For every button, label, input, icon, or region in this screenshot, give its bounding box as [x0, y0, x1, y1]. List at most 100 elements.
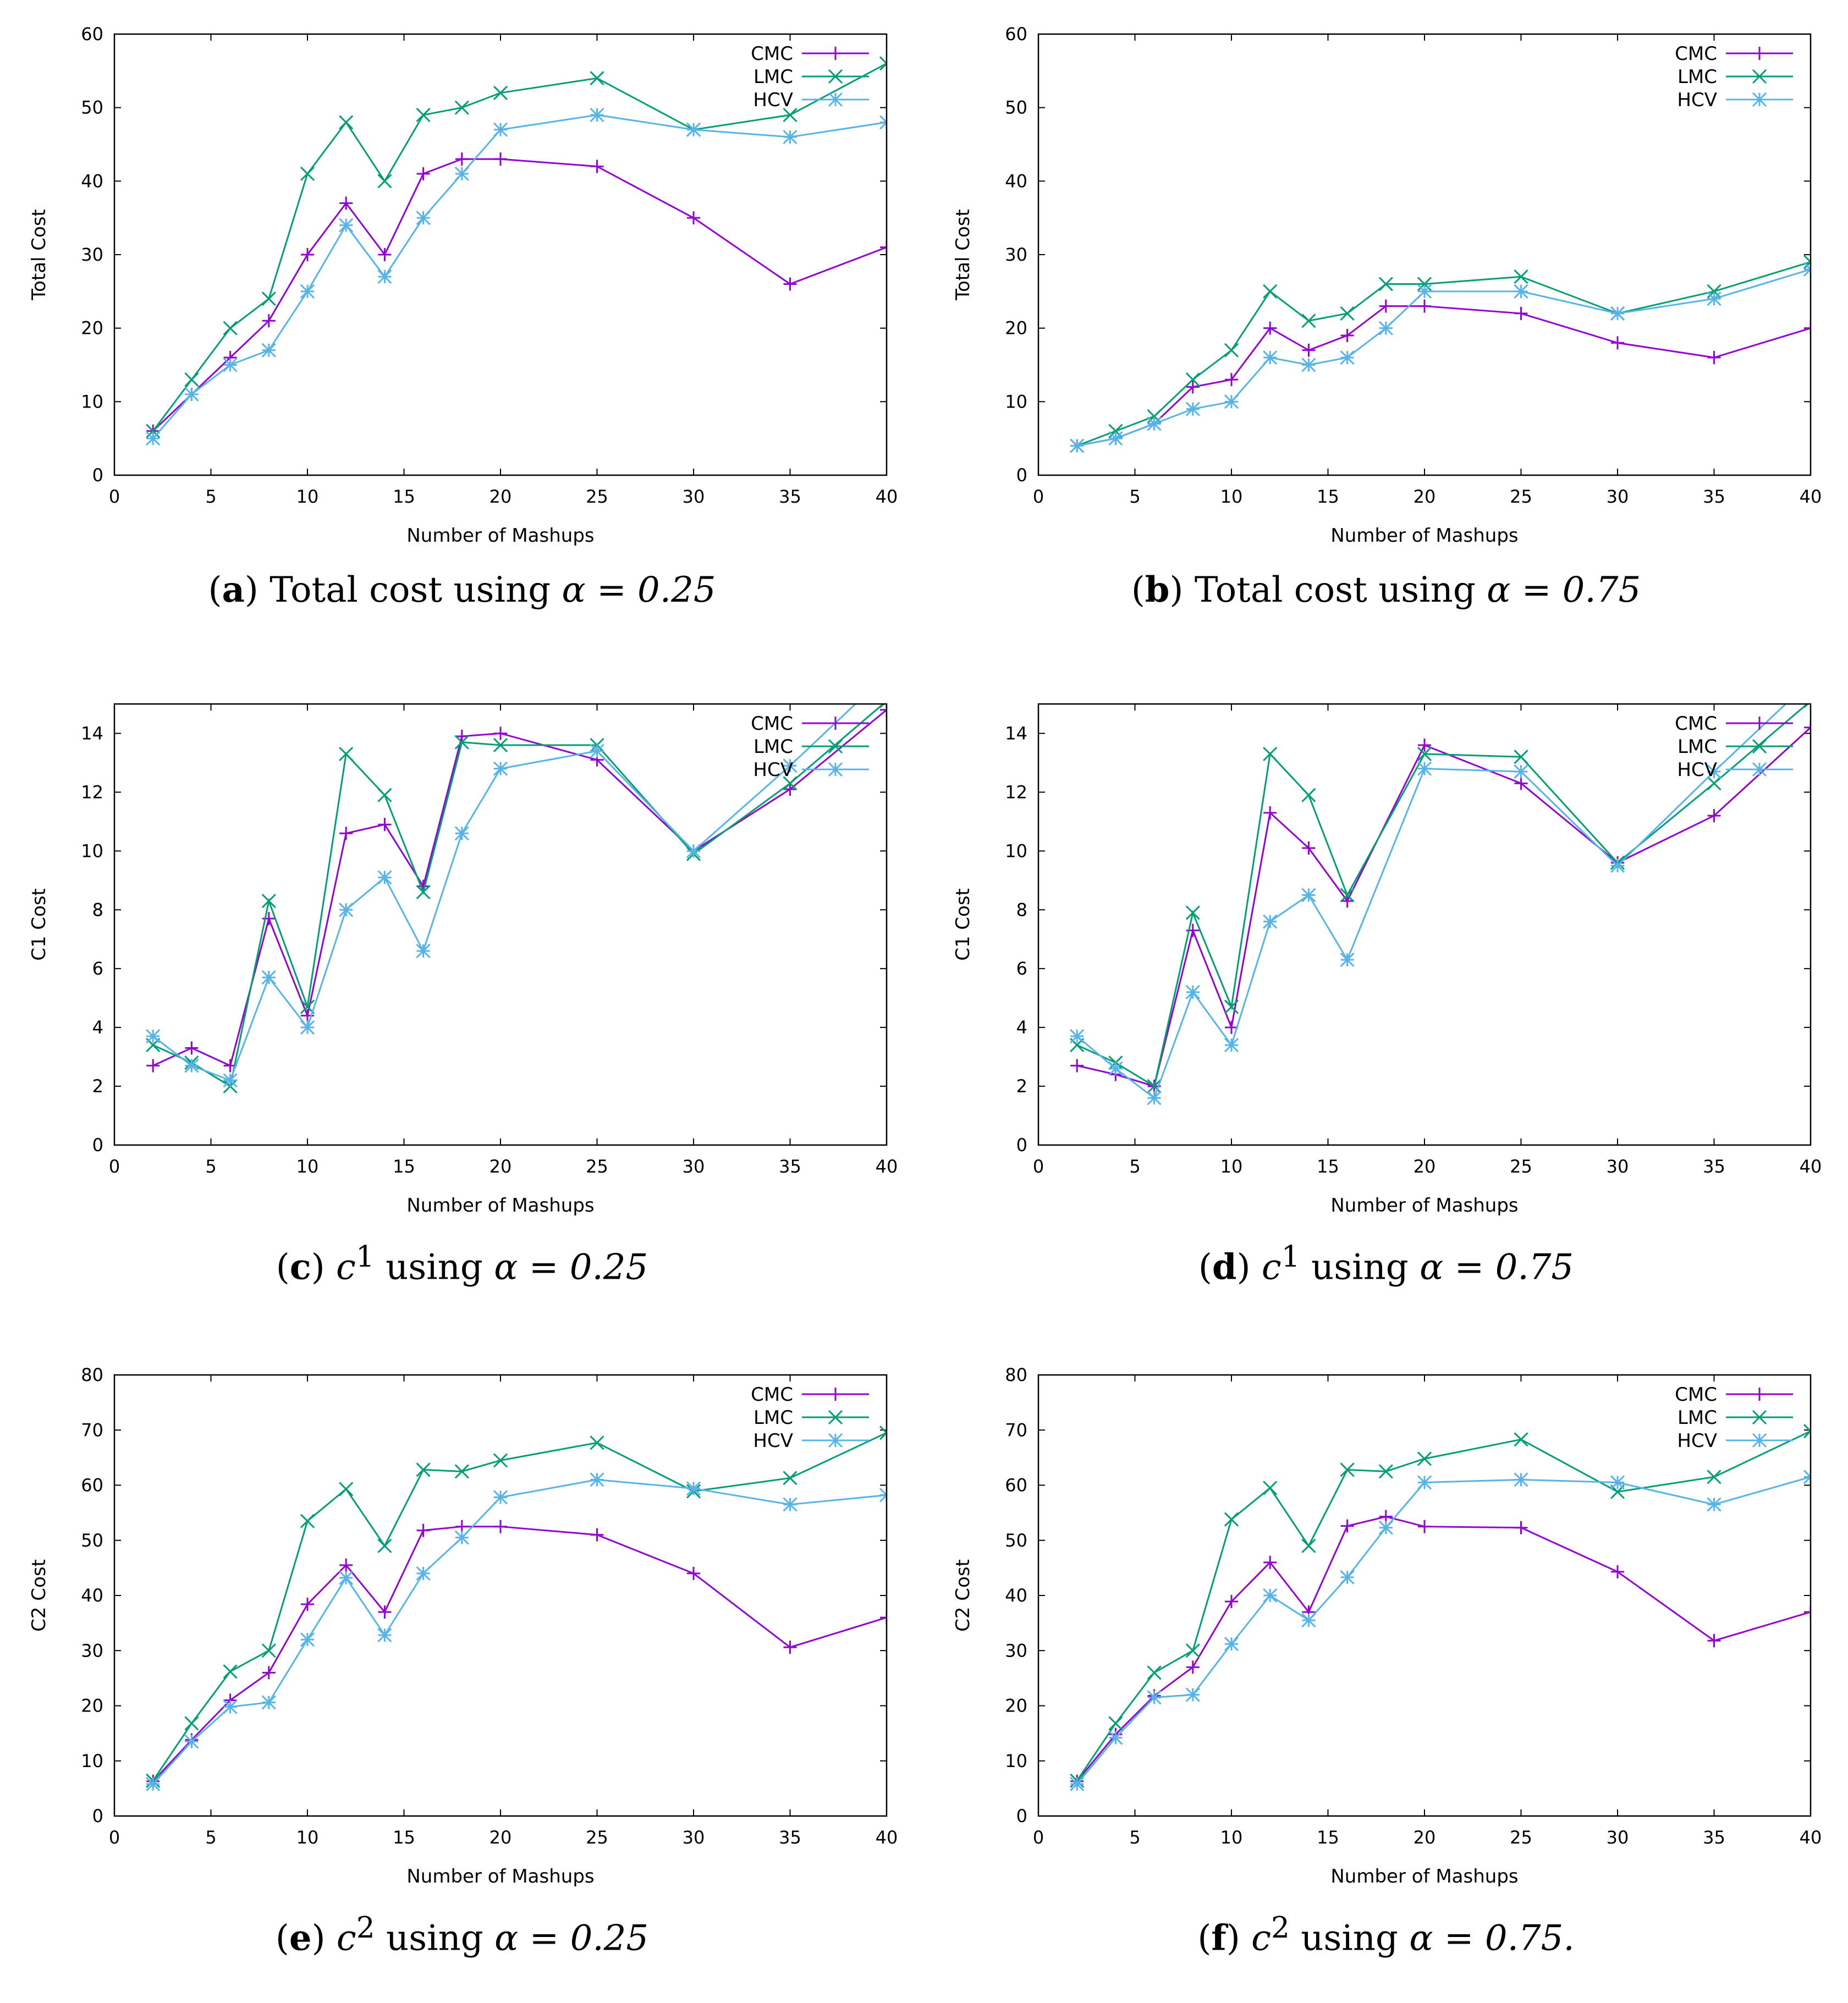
series-line-lmc: [1076, 261, 1811, 447]
y-tick-label: 10: [81, 1751, 103, 1771]
chart-panel-d: 0 5 10 15 20 25 30 35 40 0 2 4 6 8 10 12 14 Number of Mas…: [924, 670, 1848, 1332]
data-point-hcv: [1108, 1061, 1123, 1076]
data-point-lmc: [1340, 1462, 1355, 1477]
series-line-lmc: [152, 1432, 887, 1781]
chart-panel-f: 0 5 10 15 20 25 30 35 40 0 10 20 30 40 50 60 70 80 Number …: [924, 1341, 1848, 2003]
data-point-hcv: [686, 122, 701, 137]
y-axis-label: C2 Cost: [952, 1559, 974, 1632]
data-point-cmc: [687, 1566, 700, 1580]
x-tick-label: 40: [1800, 486, 1822, 507]
data-point-lmc: [1263, 1481, 1278, 1495]
x-tick-label: 30: [1607, 1827, 1629, 1848]
data-point-hcv: [184, 1058, 199, 1073]
x-tick-label: 20: [1414, 486, 1436, 507]
x-tick-label: 5: [1129, 486, 1140, 507]
data-point-lmc: [377, 174, 392, 189]
y-axis-label: Total Cost: [28, 209, 50, 301]
x-tick-label: 25: [1510, 486, 1532, 507]
series-line-cmc: [152, 1526, 887, 1782]
y-tick-label: 60: [81, 24, 103, 45]
data-point-lmc: [783, 1471, 798, 1485]
y-tick-label: 8: [92, 899, 103, 920]
data-point-hcv: [416, 1566, 431, 1581]
x-tick-label: 30: [683, 486, 705, 507]
series-line-cmc: [1076, 305, 1811, 447]
legend-label-cmc: CMC: [1675, 1384, 1717, 1406]
y-tick-label: 50: [1005, 97, 1027, 118]
data-point-hcv: [454, 826, 469, 841]
data-point-lmc: [1417, 1451, 1432, 1466]
x-tick-label: 40: [876, 1827, 898, 1848]
data-point-hcv: [184, 1734, 199, 1749]
series-line-lmc: [152, 704, 885, 1088]
data-point-cmc: [783, 1641, 797, 1654]
data-point-cmc: [1340, 329, 1354, 343]
y-tick-label: 10: [1005, 840, 1027, 861]
data-point-hcv: [416, 944, 431, 959]
chart-e: 0 5 10 15 20 25 30 35 40 0 10 20 30 40 50 60 70 80 Number …: [28, 1364, 898, 1888]
data-point-cmc: [1263, 321, 1277, 335]
data-point-hcv: [1301, 1613, 1316, 1628]
x-tick-label: 10: [296, 1156, 319, 1177]
data-point-hcv: [300, 1632, 315, 1647]
y-tick-label: 20: [81, 318, 103, 339]
data-point-cmc: [378, 248, 392, 261]
data-point-cmc: [687, 211, 700, 225]
legend-label-hcv: HCV: [1677, 1430, 1717, 1452]
y-tick-label: 40: [81, 170, 103, 191]
chart-f: 0 5 10 15 20 25 30 35 40 0 10 20 30 40 50 60 70 80 Number …: [952, 1364, 1822, 1888]
data-point-lmc: [1417, 277, 1432, 291]
data-point-hcv: [1224, 1637, 1239, 1652]
y-tick-label: 20: [81, 1696, 103, 1716]
data-point-cmc: [1186, 380, 1200, 394]
data-point-lmc: [1803, 704, 1809, 708]
data-point-lmc: [879, 1426, 887, 1440]
data-point-lmc: [1263, 284, 1278, 299]
data-point-lmc: [1185, 905, 1200, 920]
data-point-cmc: [378, 1605, 392, 1619]
series-line-cmc: [152, 158, 887, 432]
plot-area: [1070, 704, 1811, 1105]
legend-marker-cmc: [1753, 717, 1766, 730]
data-point-cmc: [1514, 777, 1528, 790]
x-tick-label: 10: [296, 1827, 319, 1848]
data-point-hcv: [1070, 1029, 1085, 1044]
x-axis-label: Number of Mashups: [1330, 525, 1518, 547]
data-point-hcv: [223, 1073, 238, 1088]
data-point-hcv: [783, 1497, 798, 1512]
x-tick-label: 15: [1317, 1827, 1339, 1848]
x-tick-label: 20: [490, 1827, 512, 1848]
data-point-lmc: [377, 788, 392, 802]
y-tick-label: 4: [1016, 1017, 1027, 1038]
x-tick-label: 30: [1607, 486, 1629, 507]
series-line-hcv: [152, 704, 857, 1082]
x-tick-label: 10: [1220, 486, 1243, 507]
data-point-lmc: [339, 746, 354, 761]
data-point-hcv: [1378, 1520, 1393, 1535]
legend-marker-lmc: [828, 739, 843, 754]
x-tick-label: 25: [586, 486, 608, 507]
y-tick-label: 10: [81, 391, 103, 412]
data-point-cmc: [1186, 1660, 1200, 1674]
data-point-lmc: [1147, 409, 1162, 424]
legend-marker-cmc: [829, 717, 842, 730]
legend-marker-hcv: [1752, 1433, 1767, 1448]
x-tick-label: 35: [779, 486, 801, 507]
x-tick-label: 5: [1129, 1827, 1140, 1848]
data-point-hcv: [1263, 914, 1278, 929]
legend-marker-lmc: [828, 69, 843, 84]
x-tick-label: 35: [779, 1827, 801, 1848]
data-point-hcv: [1108, 431, 1123, 446]
data-point-hcv: [590, 1472, 604, 1487]
y-tick-label: 70: [1005, 1419, 1027, 1440]
data-point-hcv: [1070, 438, 1085, 453]
chart-b: 0 5 10 15 20 25 30 35 40 0 10 20 30 40 50 60 Number of M…: [952, 24, 1822, 547]
x-tick-label: 40: [876, 486, 898, 507]
data-point-hcv: [454, 166, 469, 181]
data-point-lmc: [184, 1716, 199, 1731]
data-point-cmc: [1263, 1555, 1277, 1569]
data-point-lmc: [1108, 1716, 1123, 1731]
